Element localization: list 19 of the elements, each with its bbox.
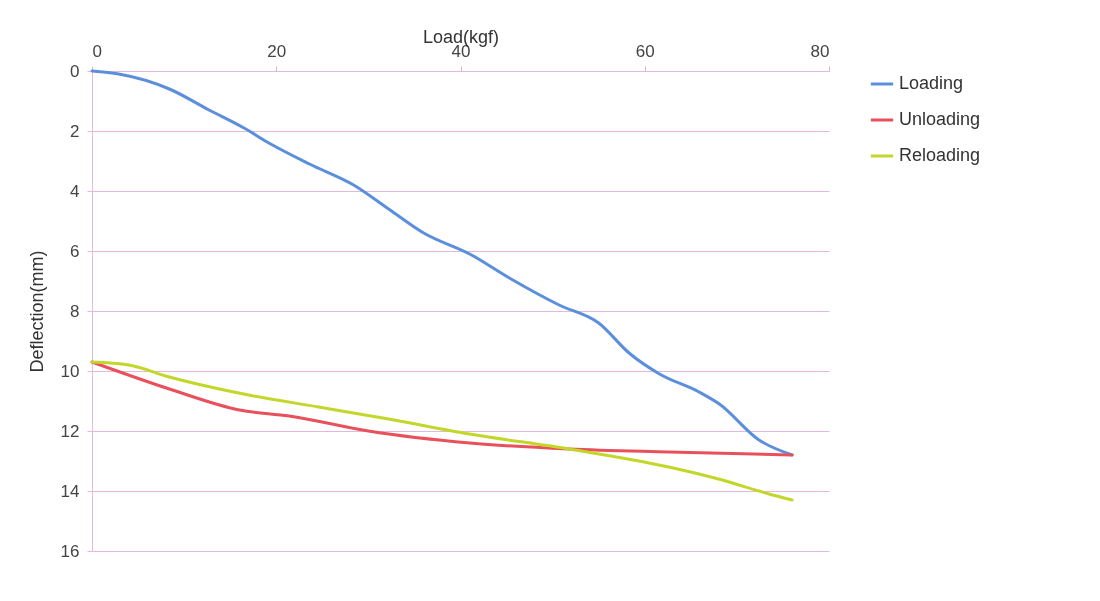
y-tick-label: 10 [60, 361, 80, 381]
y-tick-label: 12 [60, 421, 80, 441]
y-tick-label: 6 [70, 241, 80, 261]
y-tick-label: 4 [70, 181, 80, 201]
y-axis-title: Deflection(mm) [26, 250, 47, 373]
y-tick-label: 0 [70, 61, 80, 81]
legend-label: Reloading [899, 145, 981, 165]
legend-label: Unloading [899, 109, 981, 129]
y-tick-label: 14 [60, 481, 80, 501]
line-series [90, 360, 794, 502]
x-tick-label: 0 [92, 41, 102, 61]
line-series [90, 69, 794, 457]
x-tick-label: 20 [267, 41, 287, 61]
y-tick-label: 8 [70, 301, 80, 321]
x-tick-label: 60 [635, 41, 655, 61]
y-tick-label: 2 [70, 121, 80, 141]
y-tick-label: 16 [60, 541, 80, 561]
legend-label: Loading [899, 73, 964, 93]
x-tick-label: 80 [810, 41, 830, 61]
